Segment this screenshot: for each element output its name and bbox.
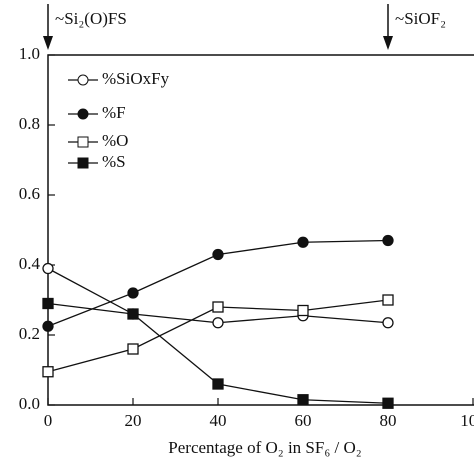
- marker: [212, 378, 224, 390]
- y-tick-label: 1.0: [19, 44, 40, 63]
- marker: [212, 248, 224, 261]
- annotation: ~Si₂(O)FS: [55, 9, 127, 28]
- x-tick-label: 0: [44, 411, 53, 430]
- plot-frame: [47, 54, 474, 406]
- marker: [297, 394, 309, 406]
- series-line: [47, 267, 389, 324]
- legend-label: %SiOxFy: [102, 69, 170, 88]
- marker: [42, 297, 54, 310]
- marker: [42, 366, 54, 378]
- legend-marker: [77, 136, 89, 148]
- x-axis-label: Percentage of O₂ in SF₆ / O₂: [168, 438, 361, 457]
- marker: [127, 308, 139, 320]
- marker: [382, 317, 394, 329]
- marker: [42, 320, 54, 332]
- x-tick-label: 60: [295, 411, 312, 430]
- legend-label: %O: [102, 131, 128, 150]
- y-tick-label: 0.4: [19, 254, 41, 273]
- x-tick-label: 40: [210, 411, 227, 430]
- legend-marker: [77, 108, 89, 120]
- x-tick-label: 80: [380, 411, 397, 430]
- marker: [212, 317, 224, 329]
- marker: [297, 304, 309, 317]
- legend-label: %F: [102, 103, 126, 122]
- marker: [212, 301, 224, 313]
- x-tick-label: 100: [460, 411, 474, 430]
- arrow-head: [43, 36, 53, 50]
- legend-label: %S: [102, 152, 126, 171]
- arrow-head: [383, 36, 393, 50]
- marker: [127, 287, 139, 299]
- marker: [127, 343, 139, 355]
- y-tick-label: 0.0: [19, 394, 40, 413]
- legend-marker: [77, 74, 89, 86]
- y-tick-label: 0.6: [19, 184, 40, 203]
- y-tick-label: 0.8: [19, 114, 40, 133]
- y-tick-label: 0.2: [19, 324, 40, 343]
- marker: [297, 236, 309, 248]
- marker: [42, 262, 54, 275]
- marker: [382, 397, 394, 409]
- marker: [382, 234, 394, 247]
- legend-marker: [77, 157, 89, 169]
- x-tick-label: 20: [125, 411, 142, 430]
- marker: [382, 294, 394, 306]
- annotation: ~SiOF₂: [395, 9, 446, 28]
